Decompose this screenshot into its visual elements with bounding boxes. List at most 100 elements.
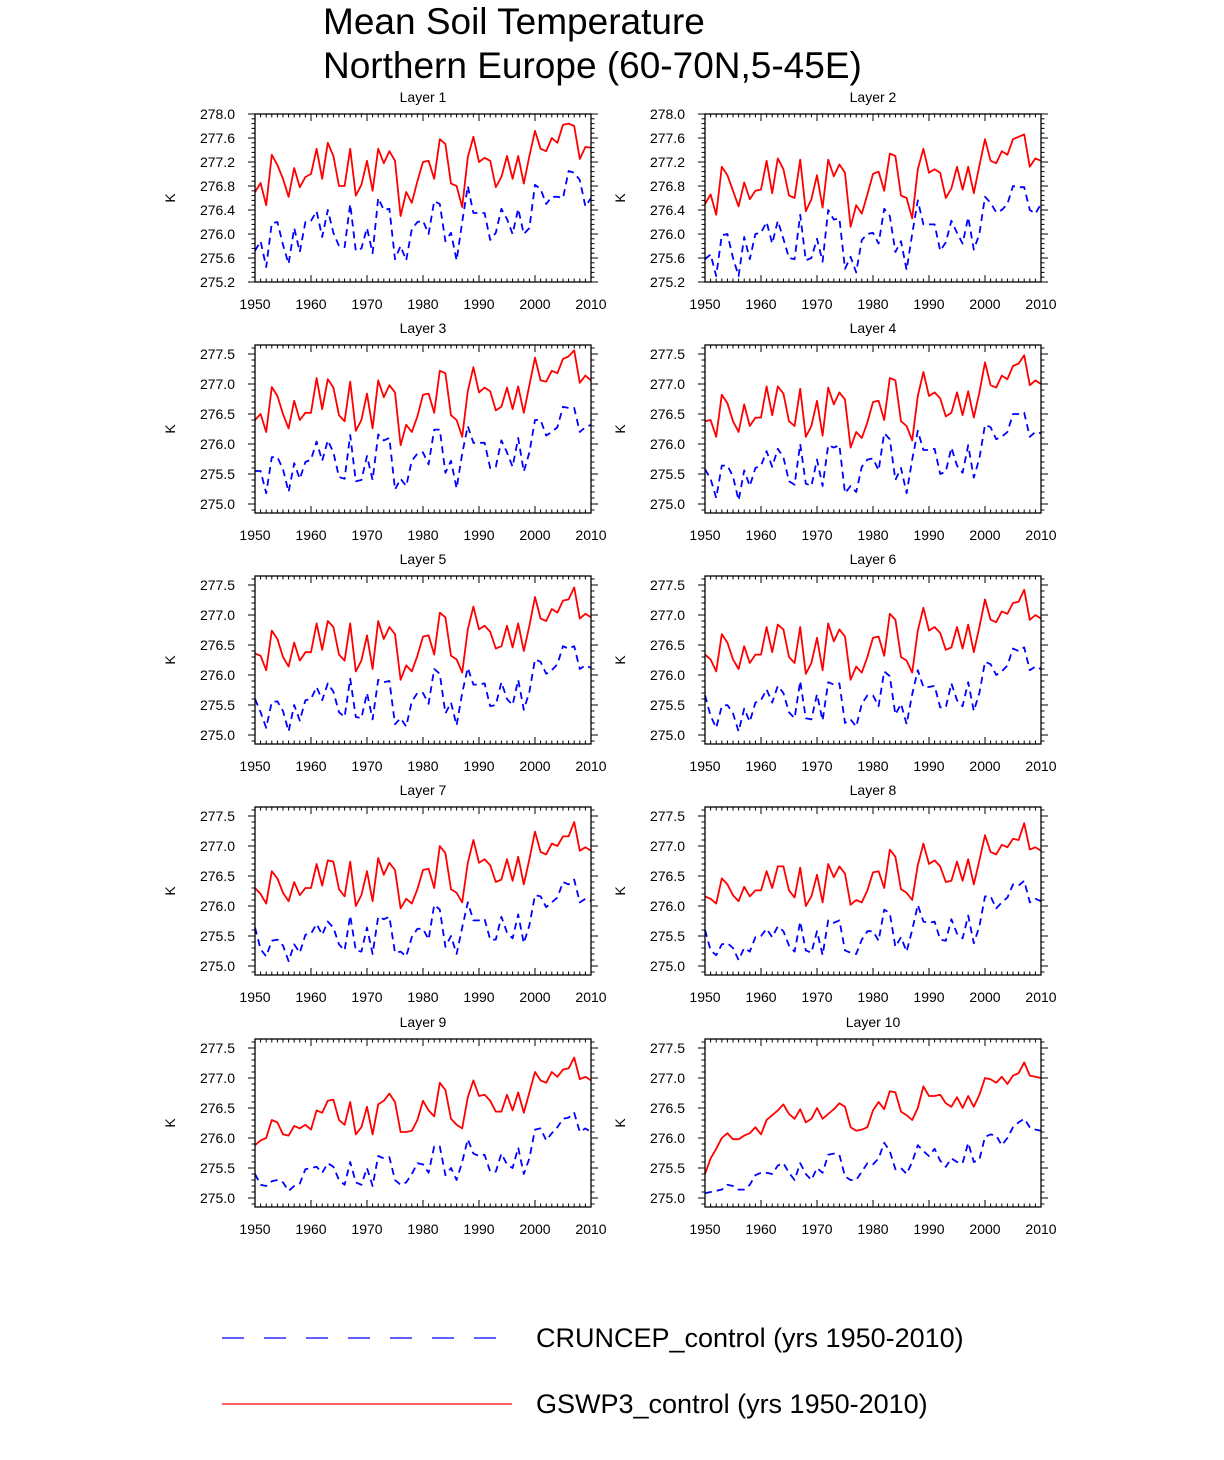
x-tick-label: 1980 — [857, 1221, 888, 1237]
y-axis-label: K — [612, 424, 628, 434]
y-tick-label: 276.5 — [650, 406, 685, 422]
y-tick-label: 275.5 — [200, 466, 235, 482]
x-tick-label: 1990 — [463, 758, 494, 774]
series-line-GSWP3_control — [704, 1061, 1042, 1175]
y-tick-label: 277.0 — [200, 1070, 235, 1086]
x-tick-label: 1980 — [857, 758, 888, 774]
panel-4: Layer 4 K 1950 1960 1970 1980 1990 2000 2010 275.… — [612, 320, 1057, 543]
x-tick-label: 1990 — [463, 989, 494, 1005]
x-tick-label: 2000 — [519, 989, 550, 1005]
x-tick-label: 1990 — [913, 296, 944, 312]
y-tick-label: 277.2 — [200, 154, 235, 170]
plot-frame — [704, 575, 1042, 745]
y-axis-label: K — [612, 193, 628, 203]
y-axis-label: K — [162, 1118, 178, 1128]
x-tick-label: 1970 — [351, 1221, 382, 1237]
y-tick-label: 276.5 — [200, 868, 235, 884]
y-tick-label: 276.0 — [650, 667, 685, 683]
x-tick-label: 1980 — [407, 296, 438, 312]
plot-frame — [704, 806, 1042, 976]
series-line-GSWP3_control — [704, 354, 1042, 449]
y-tick-label: 276.5 — [650, 868, 685, 884]
x-tick-label: 1980 — [407, 527, 438, 543]
x-tick-label: 2010 — [575, 758, 606, 774]
series-line-GSWP3_control — [704, 822, 1042, 907]
y-tick-label: 276.0 — [200, 898, 235, 914]
series-line-GSWP3_control — [704, 133, 1042, 228]
y-tick-label: 276.4 — [650, 202, 685, 218]
panel-title: Layer 10 — [846, 1014, 901, 1030]
x-tick-label: 1950 — [689, 527, 720, 543]
y-tick-label: 277.0 — [200, 607, 235, 623]
plot-frame — [704, 113, 1042, 283]
x-tick-label: 2000 — [519, 296, 550, 312]
y-tick-label: 277.5 — [650, 346, 685, 362]
y-tick-label: 277.0 — [650, 607, 685, 623]
x-tick-label: 2000 — [969, 758, 1000, 774]
y-tick-label: 276.0 — [200, 1130, 235, 1146]
x-tick-label: 1970 — [351, 758, 382, 774]
panel-title: Layer 7 — [400, 782, 447, 798]
y-tick-label: 276.0 — [650, 898, 685, 914]
x-tick-label: 1950 — [239, 989, 270, 1005]
y-tick-label: 276.5 — [650, 1100, 685, 1116]
panel-title: Layer 5 — [400, 551, 447, 567]
y-tick-label: 277.5 — [650, 1040, 685, 1056]
x-tick-label: 1970 — [801, 989, 832, 1005]
x-tick-label: 2010 — [575, 527, 606, 543]
y-tick-label: 276.0 — [650, 436, 685, 452]
panel-title: Layer 3 — [400, 320, 447, 336]
x-tick-label: 1960 — [295, 758, 326, 774]
x-tick-label: 1950 — [689, 1221, 720, 1237]
series-line-GSWP3_control — [254, 586, 592, 681]
x-tick-label: 1990 — [463, 1221, 494, 1237]
legend-label-gswp3: GSWP3_control (yrs 1950-2010) — [536, 1389, 928, 1419]
x-tick-label: 1950 — [689, 296, 720, 312]
x-tick-label: 1960 — [745, 1221, 776, 1237]
y-tick-label: 276.0 — [200, 226, 235, 242]
y-tick-label: 275.2 — [200, 274, 235, 290]
y-tick-label: 278.0 — [200, 106, 235, 122]
panel-2: Layer 2 K 1950 1960 1970 1980 1990 2000 2010 275.… — [612, 89, 1057, 312]
y-tick-label: 276.5 — [200, 406, 235, 422]
series-line-CRUNCEP_control — [254, 645, 592, 733]
y-tick-label: 276.8 — [650, 178, 685, 194]
plot-frame — [254, 1038, 592, 1208]
x-tick-label: 1980 — [407, 989, 438, 1005]
series-line-CRUNCEP_control — [704, 1117, 1042, 1195]
panel-title: Layer 8 — [850, 782, 897, 798]
x-tick-label: 1970 — [351, 989, 382, 1005]
plot-frame — [704, 344, 1042, 514]
x-tick-label: 1950 — [239, 296, 270, 312]
panel-3: Layer 3 K 1950 1960 1970 1980 1990 2000 2010 275.… — [162, 320, 607, 543]
panel-5: Layer 5 K 1950 1960 1970 1980 1990 2000 2010 275.… — [162, 551, 607, 774]
y-tick-label: 277.5 — [650, 808, 685, 824]
x-tick-label: 1960 — [745, 527, 776, 543]
x-tick-label: 1960 — [295, 527, 326, 543]
series-line-GSWP3_control — [254, 1056, 592, 1146]
x-tick-label: 1960 — [295, 1221, 326, 1237]
y-tick-label: 275.5 — [650, 697, 685, 713]
panel-title: Layer 9 — [400, 1014, 447, 1030]
x-tick-label: 1960 — [295, 989, 326, 1005]
x-tick-label: 1950 — [239, 758, 270, 774]
chart-title-line-1: Mean Soil Temperature — [323, 1, 705, 42]
plot-frame — [254, 575, 592, 745]
y-tick-label: 277.0 — [650, 1070, 685, 1086]
y-tick-label: 276.5 — [650, 637, 685, 653]
y-tick-label: 275.5 — [200, 697, 235, 713]
legend-item-gswp3: GSWP3_control (yrs 1950-2010) — [0, 1384, 1224, 1424]
series-line-GSWP3_control — [254, 122, 592, 217]
y-tick-label: 276.5 — [200, 637, 235, 653]
y-tick-label: 275.0 — [650, 727, 685, 743]
x-tick-label: 2010 — [1025, 527, 1056, 543]
panel-7: Layer 7 K 1950 1960 1970 1980 1990 2000 2010 275.… — [162, 782, 607, 1005]
panel-1: Layer 1 K 1950 1960 1970 1980 1990 2000 2010 275.… — [162, 89, 607, 312]
panel-title: Layer 4 — [850, 320, 897, 336]
y-tick-label: 277.5 — [200, 808, 235, 824]
x-tick-label: 2010 — [1025, 296, 1056, 312]
x-tick-label: 2000 — [969, 296, 1000, 312]
x-tick-label: 1980 — [857, 527, 888, 543]
panel-title: Layer 1 — [400, 89, 447, 105]
x-tick-label: 1990 — [913, 1221, 944, 1237]
